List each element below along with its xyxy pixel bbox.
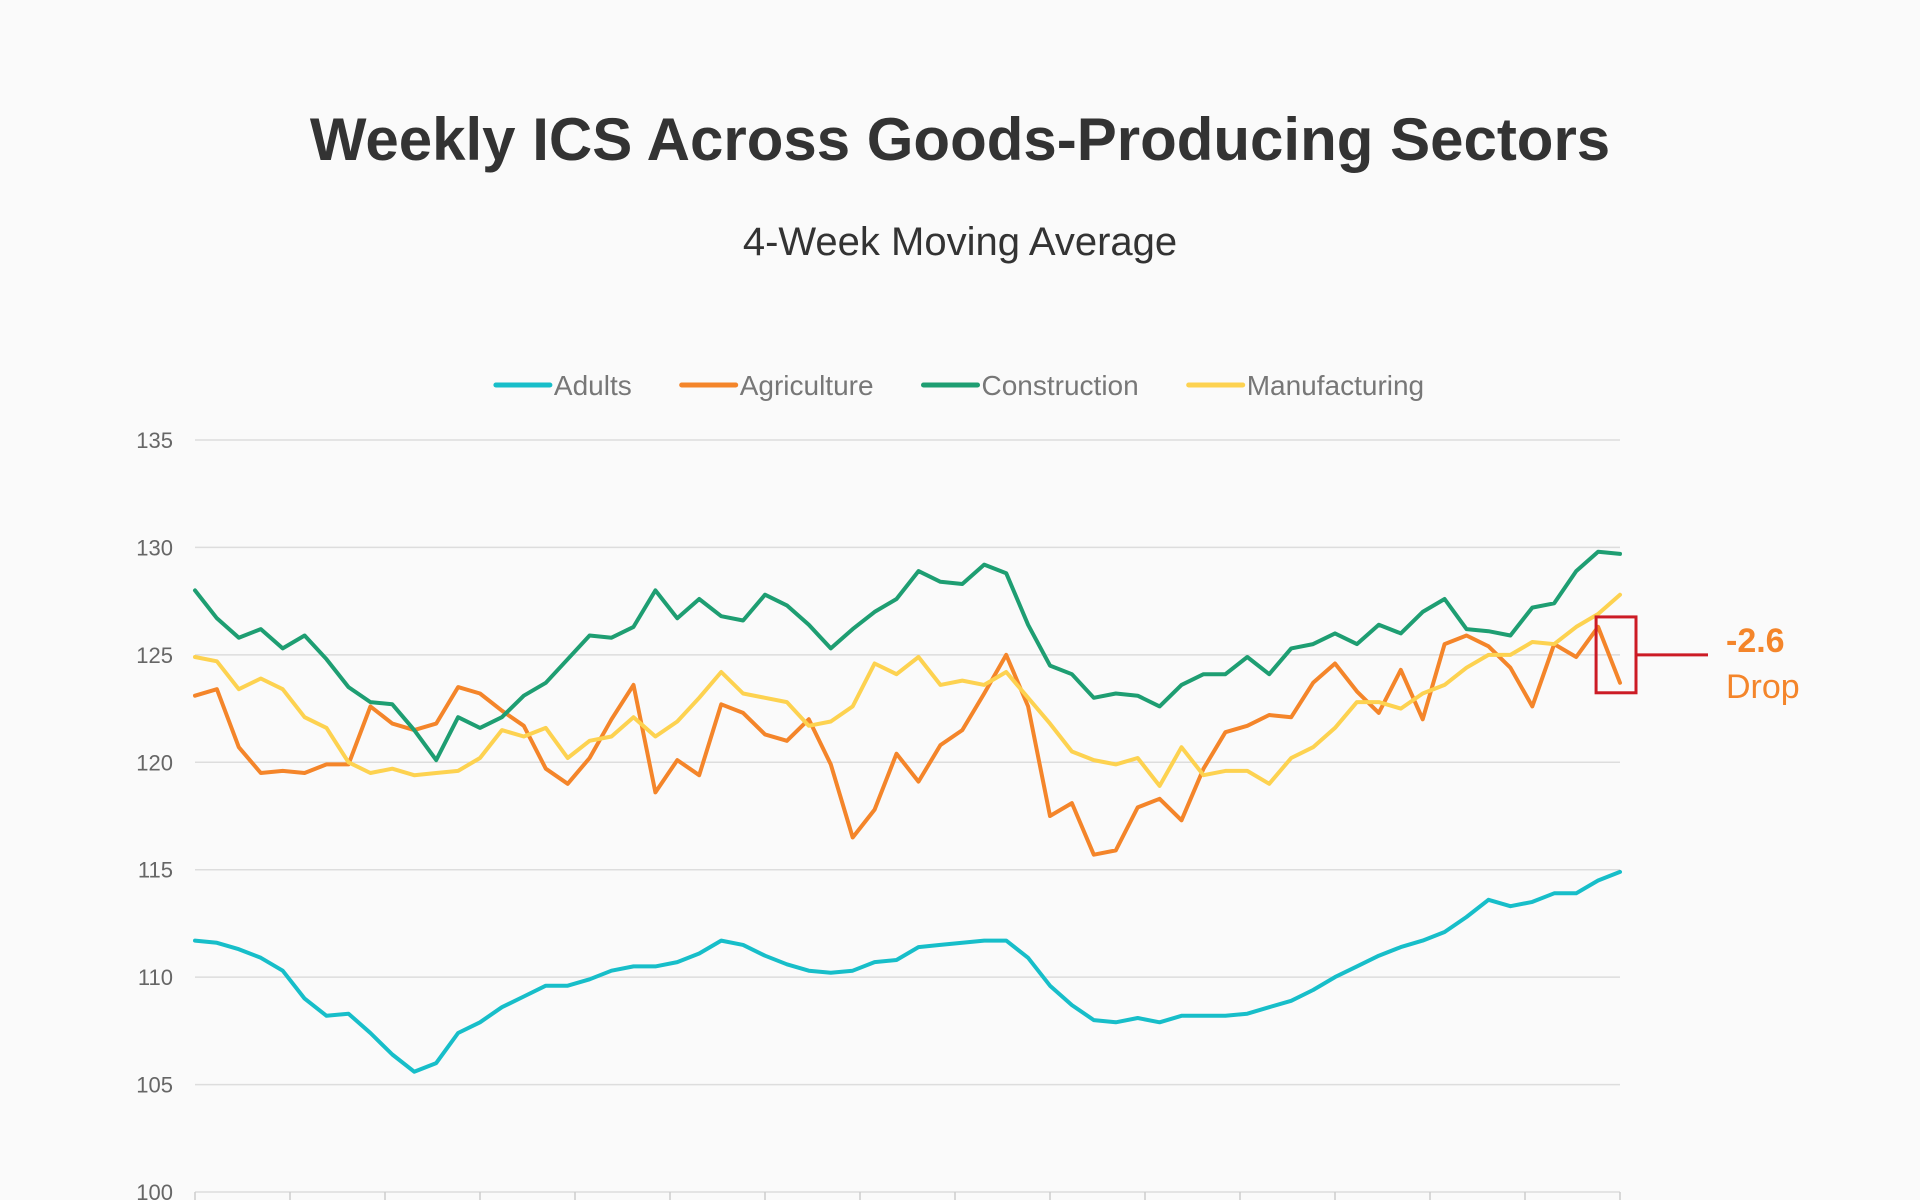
- y-tick-label: 120: [136, 750, 173, 775]
- legend-label: Construction: [982, 370, 1139, 401]
- gridlines: [195, 439, 1620, 1193]
- legend-item-manufacturing[interactable]: Manufacturing: [1186, 370, 1424, 401]
- annotation-text: Drop: [1726, 668, 1800, 706]
- series-line-agriculture: [193, 624, 1622, 857]
- chart-title: Weekly ICS Across Goods-Producing Sector…: [310, 106, 1610, 173]
- series-lines: [193, 549, 1622, 1074]
- x-axis-ticks: [194, 1192, 1621, 1200]
- chart-subtitle: 4-Week Moving Average: [743, 220, 1177, 264]
- annotation-value: -2.6: [1726, 622, 1785, 660]
- legend-item-adults[interactable]: Adults: [493, 370, 632, 401]
- y-tick-label: 100: [136, 1180, 173, 1200]
- legend: Adults Agriculture Construction Manufacturi…: [493, 370, 1424, 401]
- y-tick-label: 135: [136, 428, 173, 453]
- series-line-manufacturing: [193, 592, 1622, 788]
- series-line-construction: [193, 549, 1622, 763]
- legend-label: Manufacturing: [1247, 370, 1424, 401]
- legend-item-construction[interactable]: Construction: [921, 370, 1139, 401]
- y-tick-label: 125: [136, 643, 173, 668]
- legend-item-agriculture[interactable]: Agriculture: [679, 370, 874, 401]
- legend-label: Adults: [554, 370, 632, 401]
- y-tick-label: 105: [136, 1073, 173, 1098]
- y-tick-label: 130: [136, 535, 173, 560]
- y-tick-label: 110: [138, 965, 173, 990]
- y-axis-tick-labels: 100 105 110 115 120 125 130 135: [136, 428, 173, 1200]
- y-tick-label: 115: [138, 858, 173, 883]
- series-line-adults: [193, 869, 1622, 1074]
- drop-annotation: -2.6 Drop: [1594, 615, 1800, 706]
- legend-label: Agriculture: [740, 370, 874, 401]
